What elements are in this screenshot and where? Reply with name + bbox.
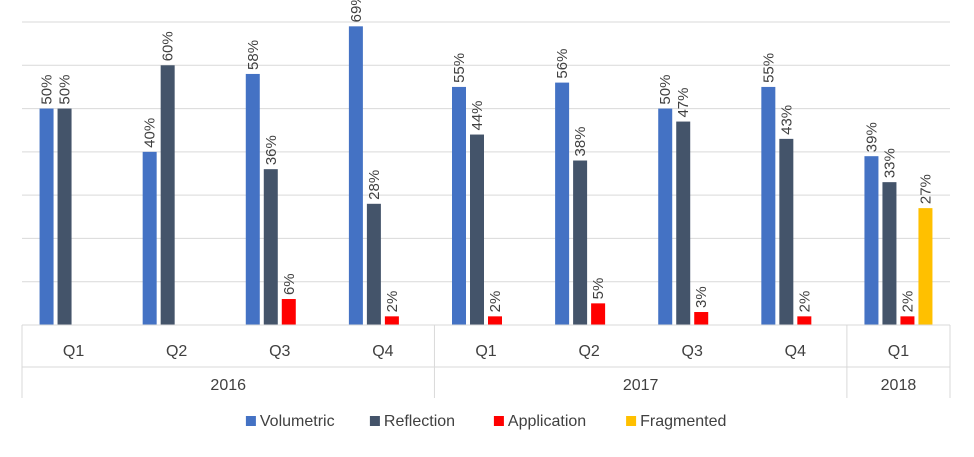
category-label: Q3	[682, 343, 703, 360]
bar-volumetric	[555, 82, 570, 325]
legend: Volumetric Reflection Application Fragmente…	[245, 413, 726, 430]
data-label: 50%	[57, 75, 74, 105]
category-label: Q2	[578, 343, 599, 360]
data-label: 60%	[160, 31, 177, 61]
bar-reflection	[470, 134, 484, 325]
category-label: Q3	[269, 343, 290, 360]
category-label: Q1	[63, 343, 84, 360]
data-label: 33%	[881, 148, 898, 178]
bar-reflection	[676, 121, 691, 325]
bar-application	[797, 316, 812, 325]
bar-reflection	[366, 203, 381, 325]
data-label: 55%	[451, 53, 468, 83]
data-label: 40%	[142, 118, 159, 148]
data-labels: 50% 50%40%60% 58%36%6%69%28%2%55%44%2%56%3…	[39, 0, 935, 312]
bar-volumetric	[658, 108, 673, 325]
data-label: 44%	[469, 101, 486, 131]
data-label: 27%	[917, 174, 934, 204]
bar-reflection	[57, 108, 72, 325]
data-label: 3%	[693, 286, 710, 308]
bar-application	[694, 312, 709, 325]
category-label: Q2	[166, 343, 187, 360]
bar-volumetric	[452, 86, 466, 325]
data-label: 39%	[863, 122, 880, 152]
bar-application	[488, 316, 502, 325]
group-label: 2017	[623, 377, 659, 394]
group-label: 2016	[210, 377, 246, 394]
bar-volumetric	[245, 73, 260, 325]
group-label: 2018	[881, 377, 917, 394]
data-label: 2%	[796, 291, 813, 313]
data-label: 58%	[245, 40, 262, 70]
category-label: Q4	[372, 343, 393, 360]
bar-application	[591, 303, 606, 325]
bar-reflection	[160, 65, 175, 326]
bar-volumetric	[348, 26, 363, 325]
legend-swatch-application	[493, 416, 504, 426]
bar-reflection	[263, 169, 278, 325]
data-label: 2%	[899, 291, 916, 313]
data-label: 56%	[554, 49, 571, 79]
category-axis: 2016 2017 2018 Q1 Q2 Q3 Q4 Q1 Q2 Q3 Q4 Q1	[21, 324, 951, 398]
bars	[39, 26, 933, 326]
bar-reflection	[779, 138, 794, 325]
data-label: 6%	[281, 273, 298, 295]
data-label: 5%	[590, 278, 607, 300]
legend-swatch-fragmented	[626, 416, 637, 426]
gridlines	[22, 21, 950, 283]
data-label: 28%	[366, 170, 383, 200]
bar-reflection	[882, 182, 897, 325]
legend-label-application: Application	[508, 413, 586, 430]
bar-volumetric	[761, 86, 776, 325]
data-label: 47%	[675, 88, 692, 118]
bar-application	[281, 299, 296, 325]
data-label: 55%	[760, 53, 777, 83]
bar-fragmented	[918, 208, 933, 325]
category-label: Q1	[475, 343, 496, 360]
legend-label-reflection: Reflection	[384, 413, 455, 430]
category-label: Q1	[888, 343, 909, 360]
legend-swatch-reflection	[369, 416, 380, 426]
bar-application	[384, 316, 399, 325]
bar-application	[900, 316, 915, 325]
bar-volumetric	[864, 156, 879, 325]
legend-label-fragmented: Fragmented	[640, 413, 726, 430]
data-label: 2%	[487, 291, 504, 313]
data-label: 36%	[263, 135, 280, 165]
data-label: 69%	[348, 0, 365, 22]
bar-volumetric	[142, 151, 157, 325]
data-label: 50%	[657, 75, 674, 105]
legend-swatch-volumetric	[245, 416, 256, 426]
data-label: 2%	[384, 291, 401, 313]
data-label: 43%	[778, 105, 795, 135]
bar-reflection	[573, 160, 588, 325]
data-label: 38%	[572, 126, 589, 156]
bar-volumetric	[39, 108, 54, 325]
legend-label-volumetric: Volumetric	[260, 413, 335, 430]
data-label: 50%	[39, 75, 56, 105]
category-label: Q4	[785, 343, 806, 360]
